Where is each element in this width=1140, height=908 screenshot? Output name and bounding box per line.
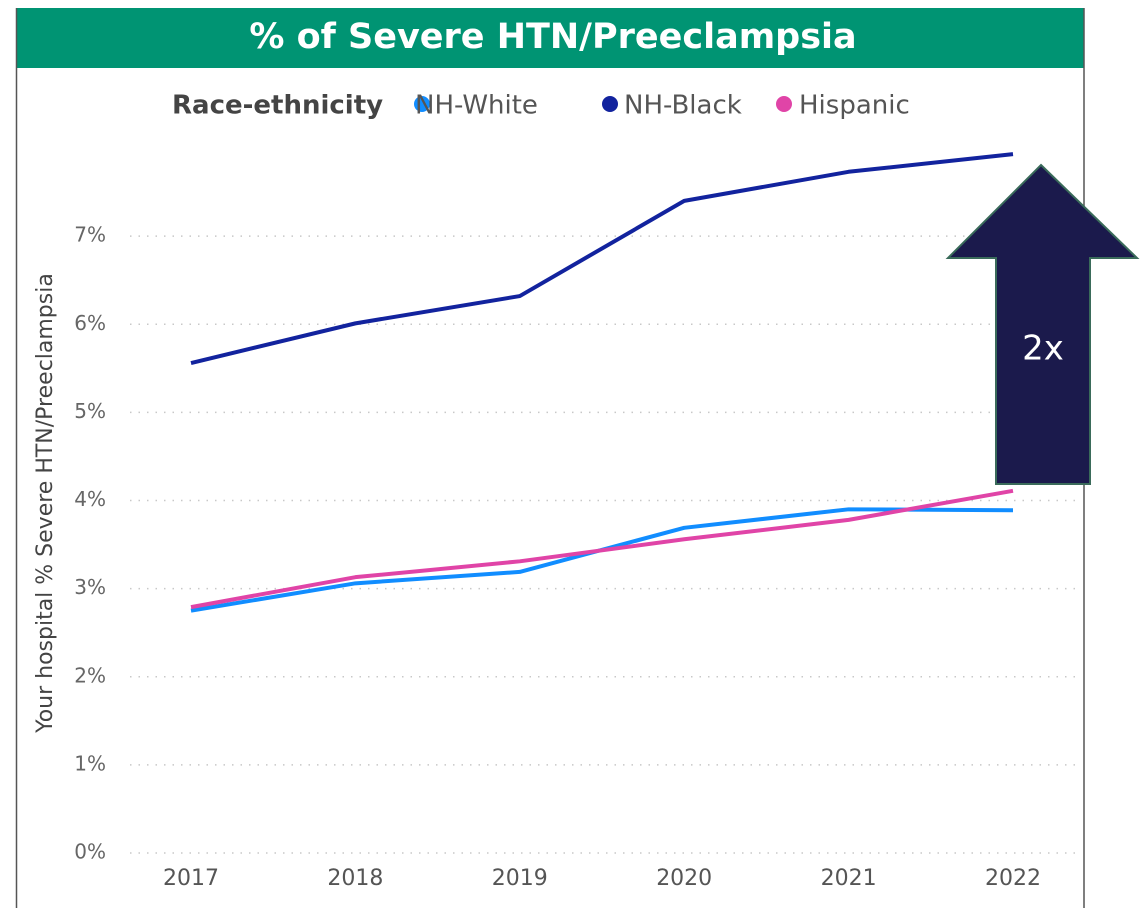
legend-marker — [602, 96, 618, 112]
legend-label: NH-Black — [624, 91, 742, 121]
y-tick-label: 7% — [74, 223, 106, 247]
series-line — [190, 507, 1014, 613]
legend-label: NH-White — [415, 91, 538, 121]
x-tick-label: 2019 — [492, 866, 548, 891]
y-tick-label: 4% — [74, 487, 106, 511]
x-tick-label: 2021 — [821, 866, 877, 891]
y-tick-label: 6% — [74, 311, 106, 335]
x-tick-label: 2022 — [985, 866, 1041, 891]
y-axis-label: Your hospital % Severe HTN/Preeclampsia — [33, 273, 58, 734]
arrow — [945, 163, 1140, 485]
y-tick-label: 2% — [74, 663, 106, 687]
legend-marker — [776, 96, 792, 112]
legend-title: Race-ethnicity — [172, 91, 383, 121]
y-tick-label: 3% — [74, 575, 106, 599]
y-tick-label: 0% — [74, 840, 106, 864]
legend-label: Hispanic — [799, 91, 910, 121]
x-tick-label: 2017 — [163, 866, 219, 891]
x-tick-label: 2020 — [656, 866, 712, 891]
annotation: 2x — [1022, 329, 1064, 369]
title-bar — [16, 8, 1084, 68]
series-line — [190, 152, 1014, 365]
chart-title: % of Severe HTN/Preeclampsia — [249, 17, 856, 57]
series-line — [190, 488, 1014, 610]
legend-marker — [414, 96, 430, 112]
y-tick-label: 5% — [74, 399, 106, 423]
y-tick-label: 1% — [74, 751, 106, 775]
x-tick-label: 2018 — [327, 866, 383, 891]
